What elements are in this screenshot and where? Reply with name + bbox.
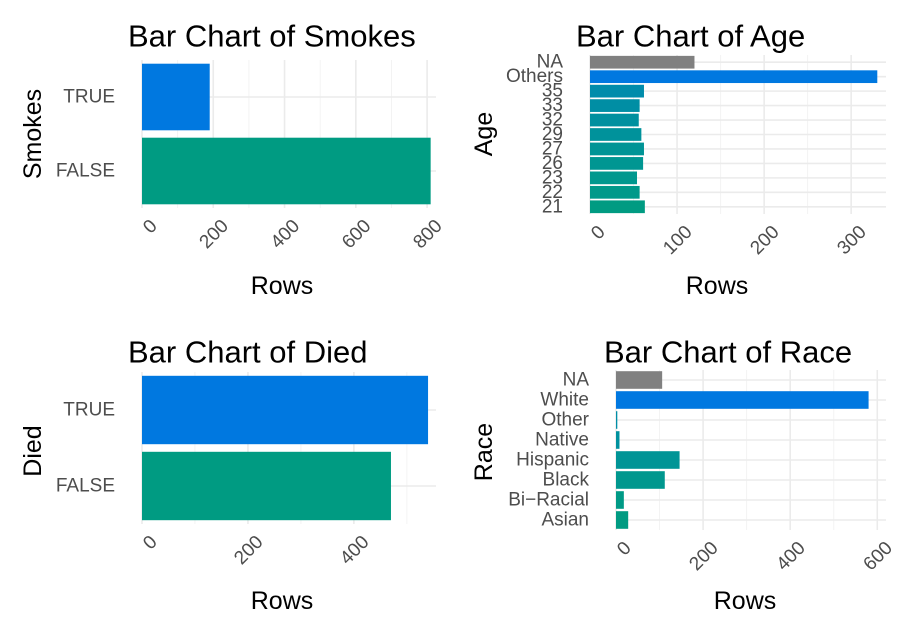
y-tick-label: NA <box>537 52 564 73</box>
bar-race-1 <box>616 491 624 509</box>
y-tick-label: 29 <box>542 124 563 145</box>
chart-panel-died: FALSE TRUE 0 200 400 Bar Chart of Died Rows Die… <box>19 335 436 615</box>
bar-smokes-1 <box>142 63 210 131</box>
bar-race-5 <box>616 411 618 429</box>
bar-age-6 <box>590 113 639 127</box>
y-axis-title: Age <box>470 112 498 156</box>
y-tick-label: Asian <box>541 510 589 531</box>
x-tick-label: 300 <box>833 222 870 259</box>
y-tick-label: Others <box>506 66 563 87</box>
bar-race-2 <box>616 471 665 489</box>
x-axis-title: Rows <box>251 587 314 615</box>
x-tick-label: 400 <box>267 216 304 253</box>
y-tick-label: TRUE <box>63 87 115 108</box>
y-tick-label: 22 <box>542 182 563 203</box>
x-tick-label: 600 <box>860 538 897 575</box>
bar-age-0 <box>590 200 645 214</box>
y-axis-title: Died <box>19 425 47 476</box>
y-tick-label: 26 <box>542 153 563 174</box>
bar-race-0 <box>616 511 629 529</box>
x-tick-label: 400 <box>336 532 373 569</box>
x-tick-label: 200 <box>746 222 783 259</box>
chart-title: Bar Chart of Died <box>128 335 368 370</box>
bar-age-9 <box>590 70 878 84</box>
bar-died-0 <box>142 451 391 521</box>
y-axis-title: Smokes <box>19 89 47 179</box>
bar-died-1 <box>142 375 429 445</box>
y-tick-label: 23 <box>542 167 563 188</box>
y-axis-title: Race <box>470 423 498 481</box>
x-tick-label: 0 <box>139 216 161 238</box>
bar-race-3 <box>616 451 680 469</box>
chart-panel-smokes: FALSE TRUE 0 200 400 600 800 Bar Chart of Smoke… <box>19 19 447 301</box>
y-tick-label: 33 <box>542 95 563 116</box>
x-axis-title: Rows <box>686 272 749 300</box>
y-tick-label: Hispanic <box>516 450 589 471</box>
y-tick-label: 35 <box>542 81 563 102</box>
x-tick-label: 100 <box>659 222 696 259</box>
bar-age-2 <box>590 171 638 185</box>
x-axis-title: Rows <box>714 587 777 615</box>
bar-race-4 <box>616 431 620 449</box>
x-tick-label: 800 <box>409 216 446 253</box>
x-tick-label: 600 <box>338 216 375 253</box>
y-tick-label: White <box>540 390 589 411</box>
y-tick-label: Bi−Racial <box>508 490 589 511</box>
x-tick-label: 0 <box>613 538 635 560</box>
y-tick-label: 27 <box>542 138 563 159</box>
y-tick-label: FALSE <box>56 161 115 182</box>
y-tick-label: FALSE <box>56 476 115 497</box>
x-tick-label: 400 <box>773 538 810 575</box>
x-tick-label: 0 <box>587 222 609 244</box>
y-tick-label: 32 <box>542 110 563 131</box>
x-tick-label: 200 <box>230 532 267 569</box>
bar-race-6 <box>616 391 869 409</box>
bar-race-7 <box>616 371 663 389</box>
chart-title: Bar Chart of Age <box>576 19 805 54</box>
x-tick-label: 200 <box>196 216 233 253</box>
y-tick-label: NA <box>563 370 590 391</box>
y-tick-label: TRUE <box>63 400 115 421</box>
y-tick-label: Native <box>535 430 589 451</box>
bar-age-10 <box>590 55 695 69</box>
bar-age-1 <box>590 185 640 199</box>
bar-smokes-0 <box>142 137 431 205</box>
bar-age-3 <box>590 157 644 170</box>
chart-title: Bar Chart of Race <box>604 335 852 370</box>
bar-age-7 <box>590 99 640 112</box>
bar-age-8 <box>590 84 644 98</box>
x-axis-title: Rows <box>251 272 314 300</box>
bar-age-5 <box>590 128 642 141</box>
chart-panel-race: AsianBi−RacialBlackHispanicNativeOtherWh… <box>470 335 897 616</box>
x-tick-label: 200 <box>685 538 722 575</box>
bar-age-4 <box>590 142 644 156</box>
x-tick-label: 0 <box>139 532 161 554</box>
y-tick-label: Black <box>543 470 590 491</box>
y-tick-label: Other <box>541 410 589 431</box>
y-tick-label: 21 <box>542 196 563 217</box>
chart-title: Bar Chart of Smokes <box>128 19 416 54</box>
